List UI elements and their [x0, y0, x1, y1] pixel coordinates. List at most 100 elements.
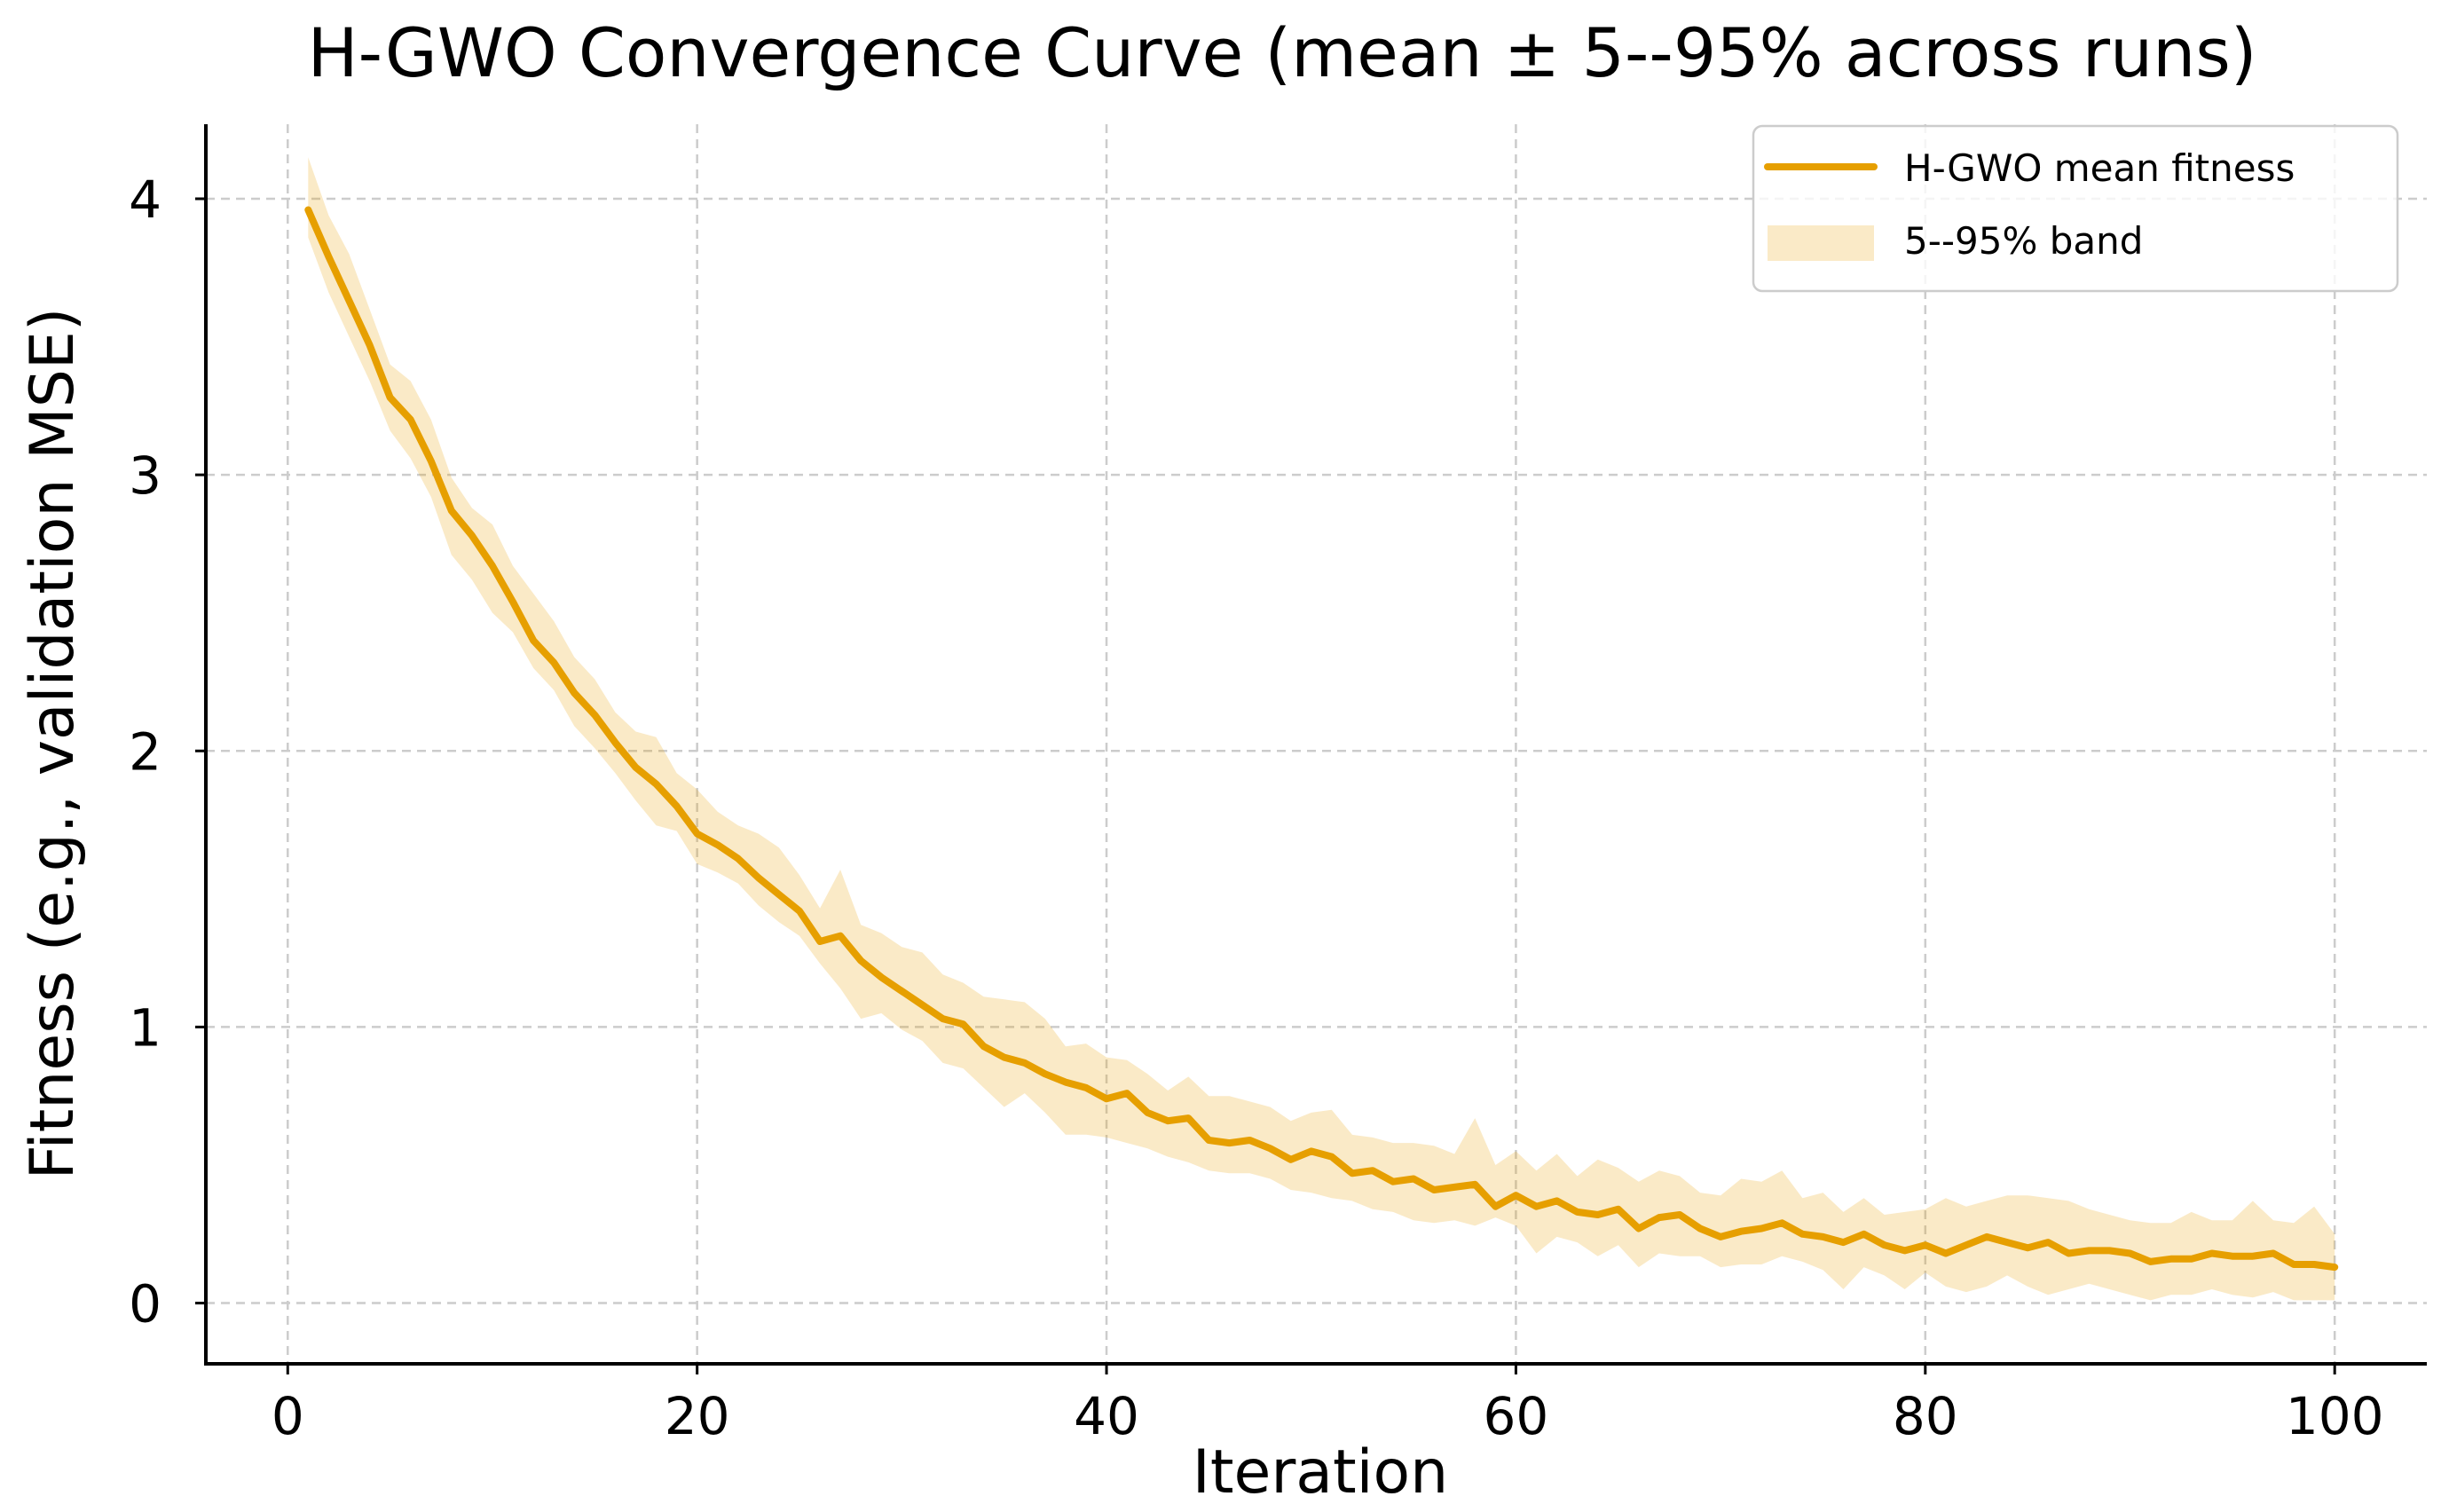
- x-tick-label: 100: [2286, 1386, 2384, 1446]
- data-point: [837, 933, 844, 940]
- data-point: [857, 957, 864, 965]
- data-point: [1001, 1054, 1008, 1061]
- data-point: [2229, 1253, 2236, 1260]
- data-point: [1123, 1090, 1130, 1097]
- data-point: [1615, 1206, 1622, 1213]
- data-point: [1390, 1178, 1397, 1185]
- x-axis-label: Iteration: [1193, 1437, 1448, 1508]
- data-point: [346, 297, 353, 304]
- y-tick-label: 3: [129, 445, 161, 506]
- legend-frame: [1752, 124, 2399, 293]
- data-point: [509, 598, 516, 605]
- data-point: [1451, 1184, 1458, 1191]
- x-tick-label: 40: [1074, 1386, 1139, 1446]
- data-point: [1164, 1117, 1171, 1124]
- data-point: [2249, 1253, 2256, 1260]
- data-point: [530, 637, 537, 644]
- data-point: [571, 689, 578, 697]
- data-point: [2147, 1258, 2154, 1265]
- data-point: [1083, 1084, 1090, 1091]
- data-point: [448, 508, 455, 515]
- data-point: [1103, 1095, 1110, 1102]
- data-point: [653, 781, 660, 788]
- data-point: [1758, 1225, 1765, 1232]
- data-point: [2044, 1239, 2051, 1246]
- data-point: [1328, 1154, 1335, 1161]
- data-point: [1410, 1176, 1417, 1183]
- data-point: [407, 416, 414, 423]
- data-point: [1595, 1211, 1602, 1218]
- data-point: [633, 764, 640, 771]
- data-point: [2168, 1256, 2175, 1263]
- data-point: [1205, 1137, 1212, 1144]
- data-point: [1635, 1225, 1642, 1232]
- data-point: [796, 908, 803, 915]
- data-point: [1799, 1231, 1806, 1238]
- data-point: [1144, 1109, 1151, 1116]
- data-point: [1349, 1169, 1356, 1177]
- y-axis-label: Fitness (e.g., validation MSE): [18, 308, 88, 1180]
- legend-label-mean: H-GWO mean fitness: [1904, 146, 2295, 190]
- data-point: [1942, 1250, 1949, 1257]
- data-point: [469, 532, 476, 539]
- y-tick-label: 2: [129, 721, 161, 782]
- data-point: [489, 563, 496, 570]
- x-tick-label: 60: [1484, 1386, 1549, 1446]
- data-point: [1676, 1211, 1683, 1218]
- data-point: [755, 874, 762, 881]
- data-point: [1574, 1209, 1581, 1216]
- chart-title: H-GWO Convergence Curve (mean ± 5--95% a…: [307, 13, 2256, 92]
- data-point: [1840, 1239, 1847, 1246]
- data-point: [1430, 1186, 1437, 1193]
- data-point: [2065, 1250, 2072, 1257]
- data-point: [1226, 1139, 1233, 1146]
- data-point: [2331, 1264, 2338, 1271]
- data-point: [735, 855, 742, 862]
- data-point: [918, 1002, 925, 1009]
- legend-band-swatch: [1768, 225, 1874, 261]
- data-point: [1267, 1145, 1274, 1152]
- data-point: [1533, 1203, 1540, 1210]
- legend: H-GWO mean fitness 5--95% band: [1752, 124, 2399, 293]
- x-tick-label: 20: [665, 1386, 730, 1446]
- data-point: [940, 1015, 947, 1022]
- x-tick-label: 80: [1893, 1386, 1958, 1446]
- data-point: [1902, 1247, 1909, 1254]
- data-point: [1554, 1197, 1561, 1204]
- data-point: [591, 712, 598, 719]
- data-point: [428, 458, 435, 465]
- x-tick-label: 0: [272, 1386, 304, 1446]
- data-point: [366, 342, 374, 349]
- data-point: [1042, 1070, 1049, 1077]
- axis-ticks: 0 20 40 60 80 100 0 1 2 3 4: [129, 169, 2383, 1446]
- data-point: [1492, 1203, 1499, 1210]
- y-tick-label: 1: [129, 997, 161, 1058]
- data-point: [1963, 1241, 1970, 1248]
- data-point: [980, 1043, 988, 1050]
- data-point: [387, 394, 394, 401]
- data-point: [816, 938, 823, 945]
- legend-label-band: 5--95% band: [1904, 219, 2143, 263]
- data-point: [776, 891, 783, 898]
- data-point: [1308, 1147, 1315, 1154]
- data-point: [2024, 1244, 2031, 1251]
- data-point: [2209, 1250, 2216, 1257]
- grid-lines: [206, 124, 2427, 1364]
- data-point: [1881, 1241, 1888, 1248]
- y-tick-label: 4: [129, 169, 161, 230]
- data-point: [304, 207, 311, 214]
- data-point: [2127, 1250, 2134, 1257]
- data-point: [2311, 1261, 2318, 1268]
- data-point: [1287, 1156, 1295, 1163]
- data-point: [2106, 1247, 2113, 1254]
- data-point: [1512, 1192, 1519, 1199]
- data-point: [1820, 1233, 1827, 1240]
- data-point: [1922, 1241, 1929, 1248]
- data-point: [1369, 1167, 1376, 1174]
- data-point: [2290, 1261, 2297, 1268]
- data-point: [2085, 1247, 2092, 1254]
- data-point: [694, 831, 701, 838]
- data-point: [1861, 1231, 1868, 1238]
- y-tick-label: 0: [129, 1274, 161, 1335]
- data-point: [898, 988, 905, 995]
